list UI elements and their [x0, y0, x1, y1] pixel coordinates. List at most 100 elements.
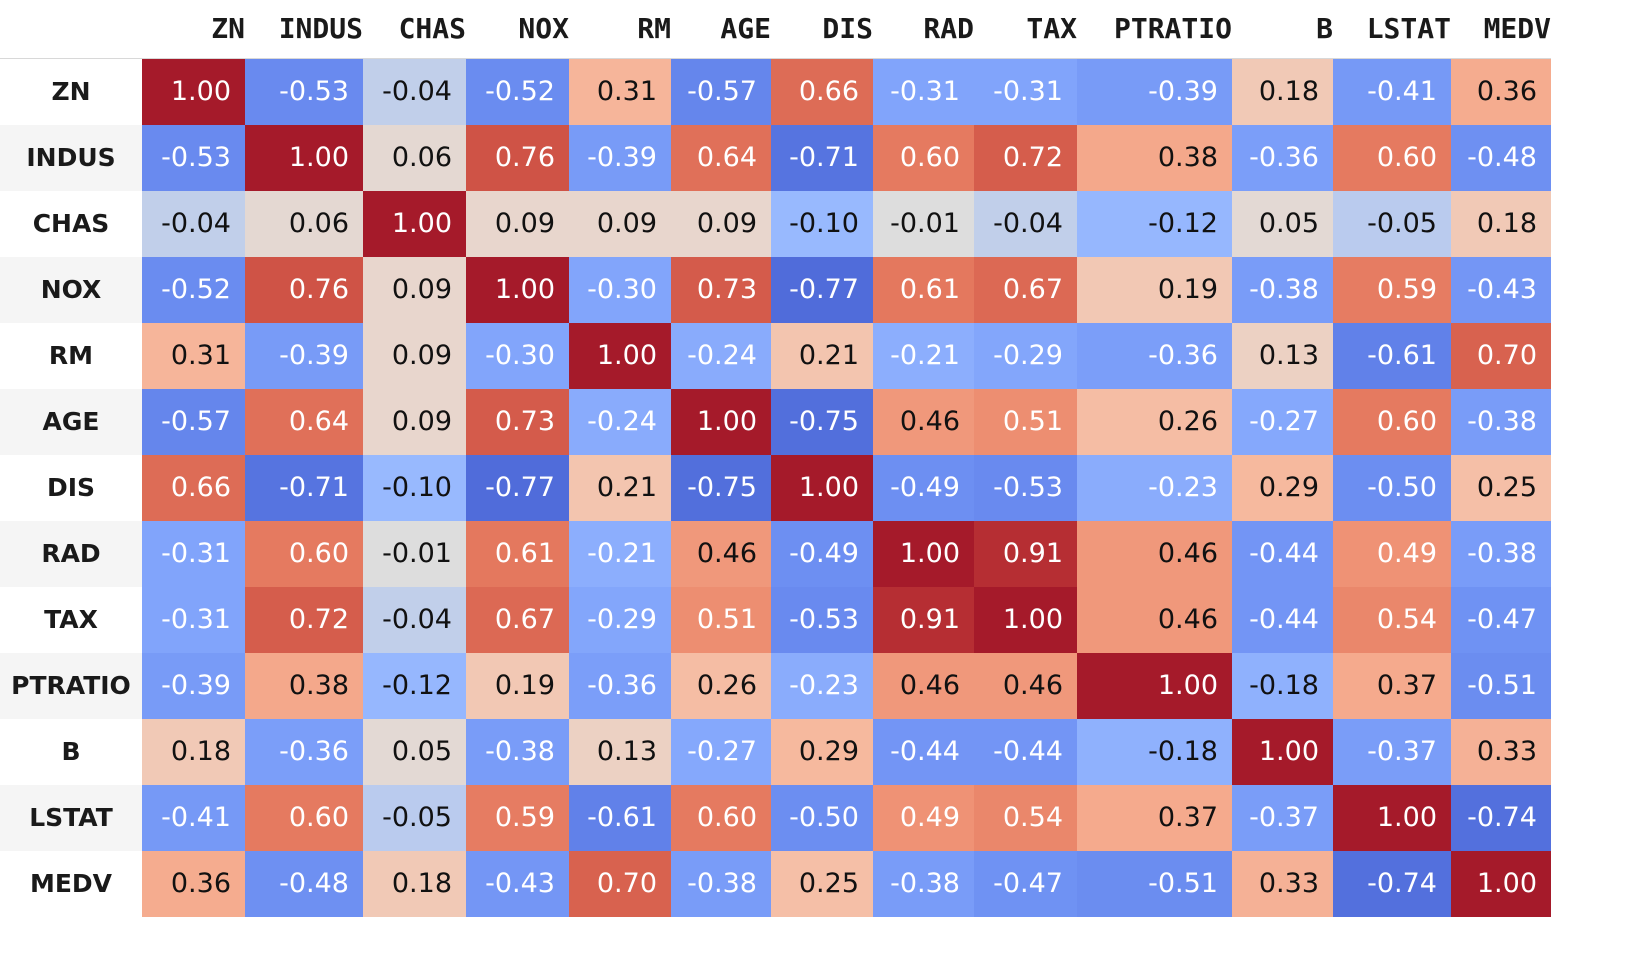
- heatmap-cell: -0.18: [1077, 718, 1232, 785]
- heatmap-cell: 0.19: [466, 652, 569, 719]
- heatmap-cell: -0.71: [771, 124, 873, 191]
- heatmap-cell: -0.52: [466, 58, 569, 125]
- heatmap-cell: 0.09: [363, 256, 466, 323]
- heatmap-cell: -0.77: [771, 256, 873, 323]
- heatmap-cell: -0.36: [1232, 124, 1333, 191]
- heatmap-cell: -0.53: [771, 586, 873, 653]
- heatmap-cell: 0.66: [142, 454, 245, 521]
- heatmap-cell: 0.18: [1232, 58, 1333, 125]
- heatmap-cell: -0.44: [873, 718, 974, 785]
- heatmap-cell: -0.05: [1333, 190, 1451, 257]
- heatmap-cell: 1.00: [1451, 850, 1551, 917]
- heatmap-cell: -0.30: [466, 322, 569, 389]
- heatmap-cell: 0.46: [873, 652, 974, 719]
- heatmap-row-rad: RAD -0.31 0.60 -0.01 0.61 -0.21 0.46 -0.49 1.00 0…: [0, 520, 1551, 587]
- heatmap-cell: 0.31: [569, 58, 671, 125]
- heatmap-cell: -0.77: [466, 454, 569, 521]
- heatmap-cell: 0.37: [1333, 652, 1451, 719]
- heatmap-cell: -0.24: [671, 322, 771, 389]
- heatmap-cell: 0.06: [245, 190, 363, 257]
- heatmap-cell: -0.31: [873, 58, 974, 125]
- heatmap-cell: 0.66: [771, 58, 873, 125]
- heatmap-cell: 0.51: [671, 586, 771, 653]
- heatmap-row-b: B 0.18 -0.36 0.05 -0.38 0.13 -0.27 0.29 -0.44 -0.…: [0, 718, 1551, 785]
- heatmap-cell: -0.04: [142, 190, 245, 257]
- column-header-rad: RAD: [873, 0, 974, 59]
- row-label-chas: CHAS: [0, 190, 142, 257]
- heatmap-cell: 0.46: [671, 520, 771, 587]
- heatmap-cell: -0.30: [569, 256, 671, 323]
- heatmap-cell: 0.64: [671, 124, 771, 191]
- heatmap-cell: -0.48: [245, 850, 363, 917]
- heatmap-cell: 0.64: [245, 388, 363, 455]
- heatmap-cell: 0.09: [569, 190, 671, 257]
- heatmap-row-tax: TAX -0.31 0.72 -0.04 0.67 -0.29 0.51 -0.53 0.91 1…: [0, 586, 1551, 653]
- heatmap-cell: 0.26: [671, 652, 771, 719]
- heatmap-cell: 0.18: [142, 718, 245, 785]
- heatmap-cell: 0.54: [1333, 586, 1451, 653]
- heatmap-cell: 0.21: [569, 454, 671, 521]
- heatmap-cell: -0.38: [671, 850, 771, 917]
- heatmap-cell: 0.70: [569, 850, 671, 917]
- heatmap-cell: 0.38: [1077, 124, 1232, 191]
- heatmap-cell: -0.44: [1232, 586, 1333, 653]
- heatmap-cell: 0.73: [466, 388, 569, 455]
- heatmap-row-medv: MEDV 0.36 -0.48 0.18 -0.43 0.70 -0.38 0.25 -0.38…: [0, 850, 1551, 917]
- heatmap-cell: 1.00: [974, 586, 1077, 653]
- heatmap-cell: -0.50: [771, 784, 873, 851]
- column-header-lstat: LSTAT: [1333, 0, 1451, 59]
- heatmap-cell: -0.44: [1232, 520, 1333, 587]
- heatmap-row-dis: DIS 0.66 -0.71 -0.10 -0.77 0.21 -0.75 1.00 -0.49…: [0, 454, 1551, 521]
- heatmap-cell: -0.39: [142, 652, 245, 719]
- column-header-medv: MEDV: [1451, 0, 1551, 59]
- heatmap-cell: 0.05: [363, 718, 466, 785]
- heatmap-cell: -0.37: [1232, 784, 1333, 851]
- heatmap-cell: 0.73: [671, 256, 771, 323]
- heatmap-cell: -0.04: [363, 58, 466, 125]
- heatmap-cell: 0.72: [974, 124, 1077, 191]
- heatmap-cell: -0.29: [974, 322, 1077, 389]
- heatmap-cell: 0.76: [245, 256, 363, 323]
- column-header-nox: NOX: [466, 0, 569, 59]
- heatmap-cell: -0.04: [363, 586, 466, 653]
- heatmap-cell: 0.05: [1232, 190, 1333, 257]
- heatmap-cell: -0.37: [1333, 718, 1451, 785]
- column-header-tax: TAX: [974, 0, 1077, 59]
- heatmap-cell: -0.29: [569, 586, 671, 653]
- heatmap-cell: 1.00: [1077, 652, 1232, 719]
- heatmap-cell: -0.51: [1077, 850, 1232, 917]
- heatmap-cell: 0.19: [1077, 256, 1232, 323]
- heatmap-cell: 0.60: [245, 784, 363, 851]
- row-label-tax: TAX: [0, 586, 142, 653]
- heatmap-cell: -0.49: [771, 520, 873, 587]
- heatmap-cell: -0.38: [1451, 520, 1551, 587]
- heatmap-cell: -0.23: [771, 652, 873, 719]
- heatmap-cell: -0.75: [671, 454, 771, 521]
- heatmap-cell: 0.70: [1451, 322, 1551, 389]
- column-header-row: ZN INDUS CHAS NOX RM AGE DIS RAD TAX PTRATIO B LSTA…: [0, 0, 1551, 59]
- heatmap-cell: -0.61: [569, 784, 671, 851]
- row-label-b: B: [0, 718, 142, 785]
- heatmap-row-ptratio: PTRATIO -0.39 0.38 -0.12 0.19 -0.36 0.26 -0.23 0…: [0, 652, 1551, 719]
- heatmap-cell: 0.67: [974, 256, 1077, 323]
- heatmap-cell: -0.75: [771, 388, 873, 455]
- column-header-chas: CHAS: [363, 0, 466, 59]
- heatmap-cell: 0.49: [873, 784, 974, 851]
- heatmap-cell: 0.18: [1451, 190, 1551, 257]
- correlation-heatmap: ZN INDUS CHAS NOX RM AGE DIS RAD TAX PTRATIO B LSTA…: [0, 0, 1551, 917]
- heatmap-cell: 0.25: [1451, 454, 1551, 521]
- heatmap-cell: -0.41: [1333, 58, 1451, 125]
- heatmap-cell: -0.50: [1333, 454, 1451, 521]
- heatmap-cell: -0.31: [142, 520, 245, 587]
- heatmap-cell: -0.01: [873, 190, 974, 257]
- heatmap-cell: -0.47: [974, 850, 1077, 917]
- heatmap-cell: 0.67: [466, 586, 569, 653]
- heatmap-cell: 0.60: [1333, 388, 1451, 455]
- heatmap-cell: 1.00: [873, 520, 974, 587]
- row-label-age: AGE: [0, 388, 142, 455]
- heatmap-cell: -0.38: [1451, 388, 1551, 455]
- heatmap-row-rm: RM 0.31 -0.39 0.09 -0.30 1.00 -0.24 0.21 -0.21 -0…: [0, 322, 1551, 389]
- heatmap-cell: -0.43: [466, 850, 569, 917]
- heatmap-cell: 0.26: [1077, 388, 1232, 455]
- heatmap-cell: 0.06: [363, 124, 466, 191]
